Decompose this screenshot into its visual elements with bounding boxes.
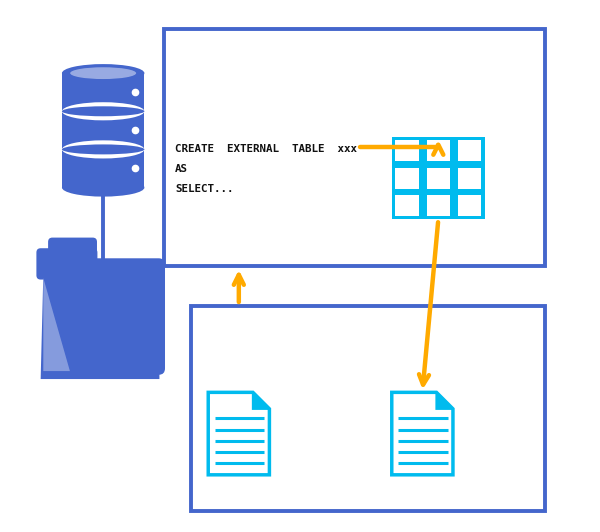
Bar xyxy=(427,168,450,189)
Ellipse shape xyxy=(62,178,145,197)
FancyBboxPatch shape xyxy=(46,259,165,375)
FancyBboxPatch shape xyxy=(37,248,97,280)
Polygon shape xyxy=(392,393,453,475)
Ellipse shape xyxy=(62,140,145,159)
Bar xyxy=(164,29,545,266)
Ellipse shape xyxy=(62,106,145,117)
Bar xyxy=(427,195,450,216)
Bar xyxy=(392,137,485,219)
Bar xyxy=(395,168,419,189)
Bar xyxy=(62,73,145,188)
Polygon shape xyxy=(43,278,70,371)
Text: AS: AS xyxy=(175,164,188,174)
Bar xyxy=(458,195,481,216)
Bar xyxy=(191,306,545,511)
Bar xyxy=(395,195,419,216)
Ellipse shape xyxy=(62,144,145,154)
Bar xyxy=(427,140,450,161)
Ellipse shape xyxy=(62,102,145,120)
Bar xyxy=(458,168,481,189)
Bar xyxy=(395,140,419,161)
Bar xyxy=(458,140,481,161)
FancyBboxPatch shape xyxy=(48,238,97,269)
Ellipse shape xyxy=(70,67,136,79)
Text: SELECT...: SELECT... xyxy=(175,184,233,194)
Text: CREATE  EXTERNAL  TABLE  xxx: CREATE EXTERNAL TABLE xxx xyxy=(175,144,357,154)
Polygon shape xyxy=(41,276,160,379)
Polygon shape xyxy=(253,393,269,409)
Polygon shape xyxy=(208,393,269,475)
Polygon shape xyxy=(436,393,453,409)
Ellipse shape xyxy=(62,64,145,82)
